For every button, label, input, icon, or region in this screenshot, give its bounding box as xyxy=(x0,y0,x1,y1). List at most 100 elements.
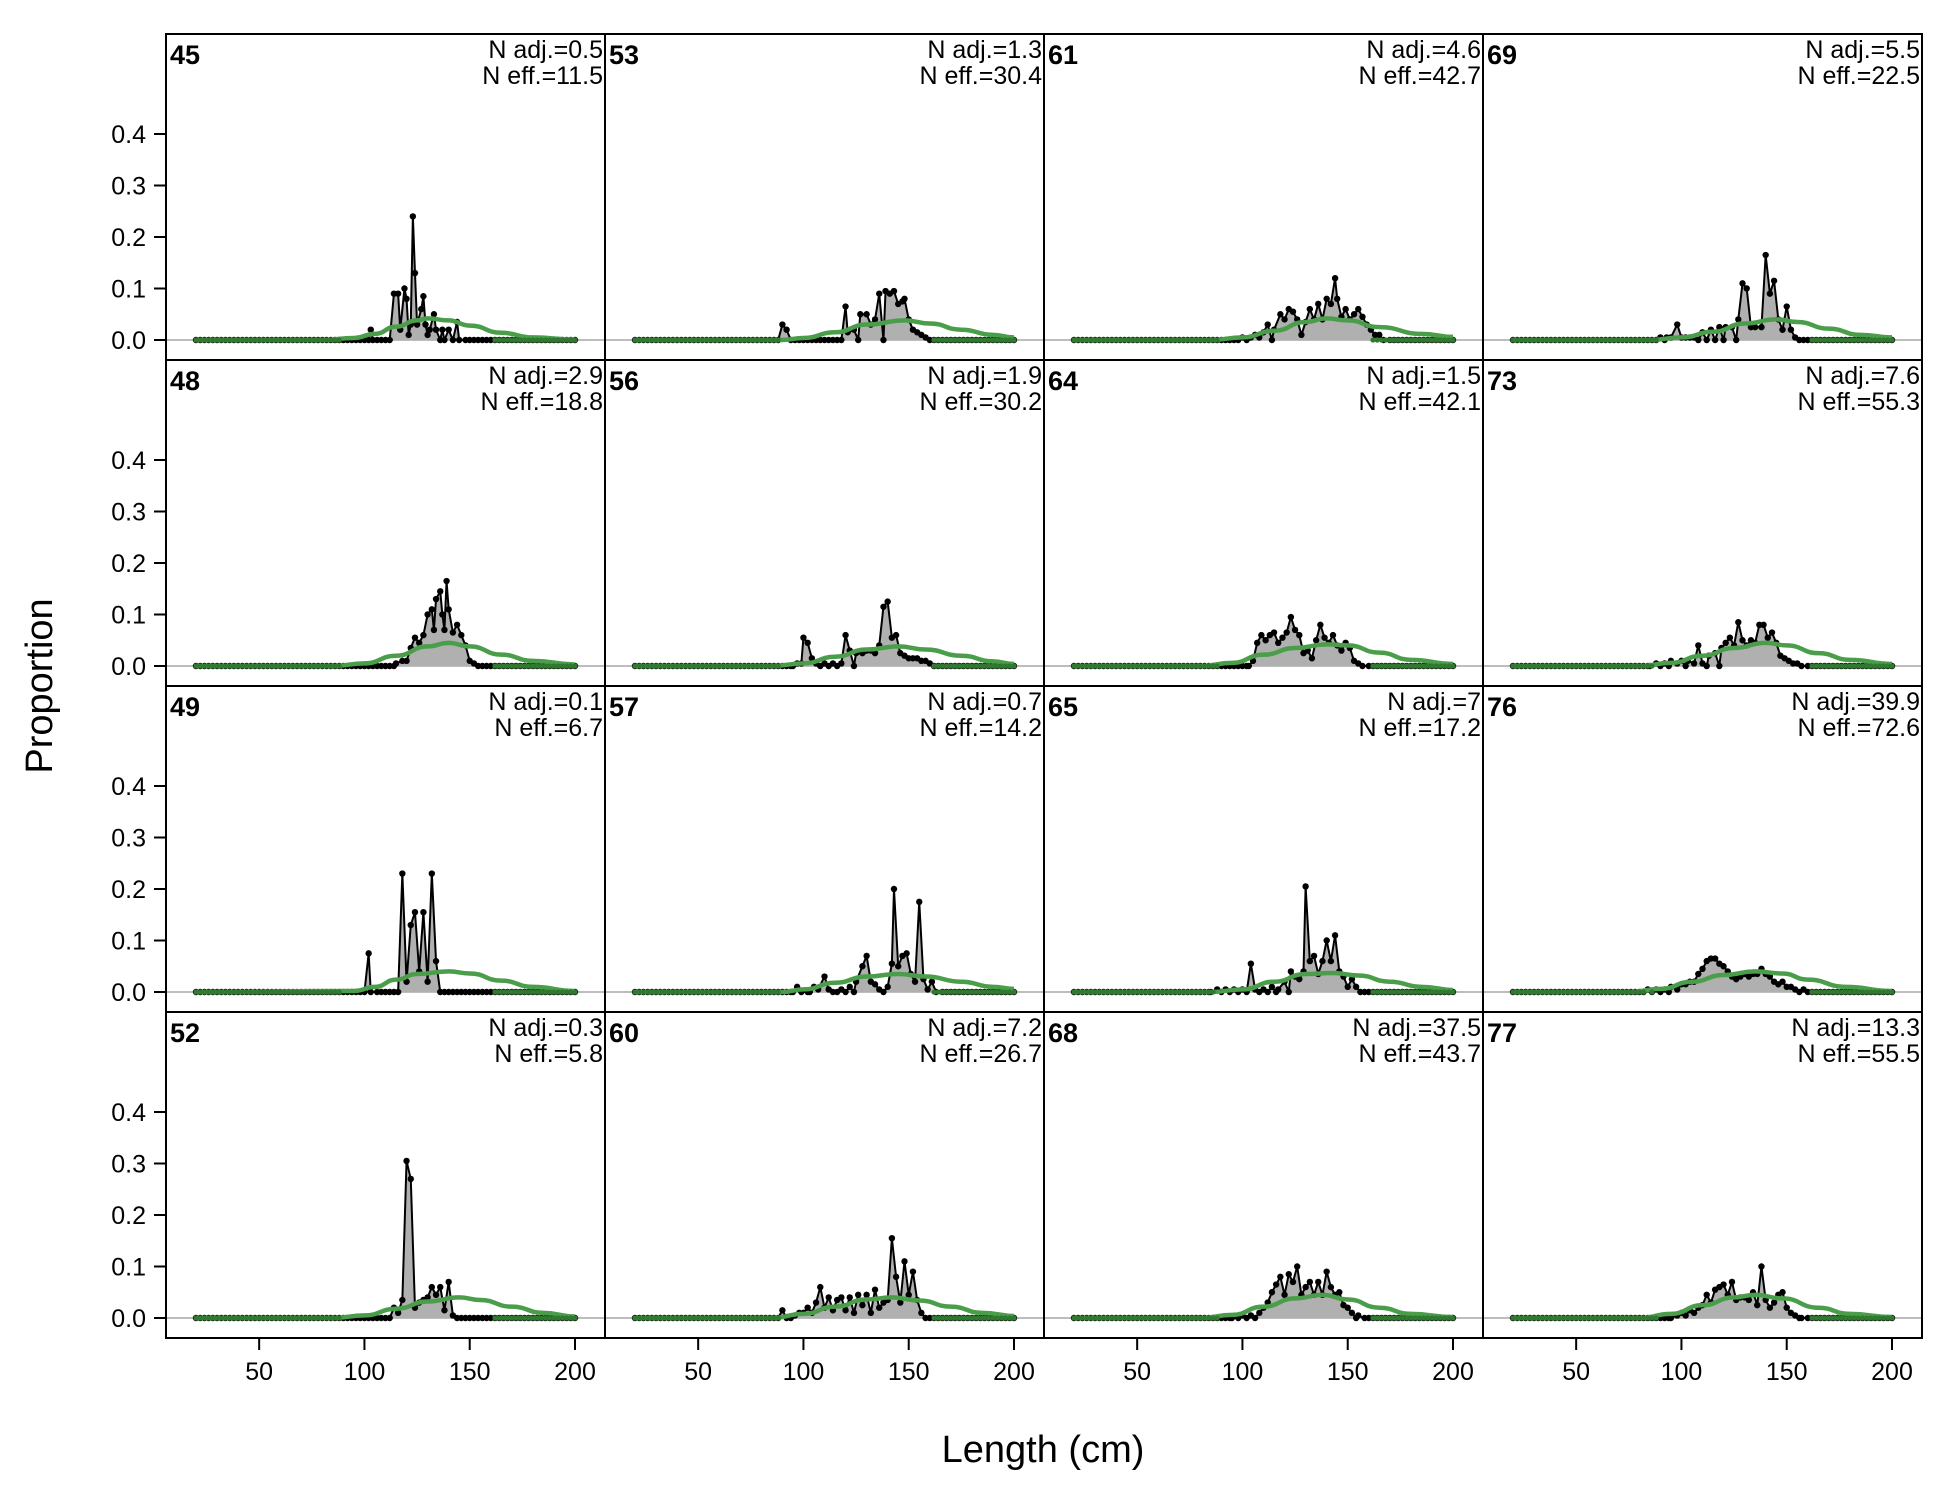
expected-point xyxy=(1556,663,1562,669)
observed-point xyxy=(1291,626,1299,634)
observed-line xyxy=(196,216,575,344)
expected-point xyxy=(1531,989,1537,995)
x-tick-label: 200 xyxy=(554,1358,596,1386)
expected-point xyxy=(682,1315,689,1321)
expected-point xyxy=(534,989,540,995)
observed-point xyxy=(880,988,887,996)
expected-point xyxy=(1653,337,1659,343)
expected-point xyxy=(1624,989,1630,995)
observed-point xyxy=(1766,290,1774,297)
expected-point xyxy=(1573,337,1579,343)
expected-point xyxy=(632,989,638,995)
expected-point xyxy=(1185,663,1191,669)
n-eff-label: N eff.=42.7 xyxy=(1358,62,1481,90)
expected-point xyxy=(538,989,544,995)
expected-point xyxy=(1868,1315,1874,1321)
observed-point xyxy=(426,326,433,333)
expected-point xyxy=(206,989,212,995)
panel-label: 60 xyxy=(609,1018,639,1048)
observed-point xyxy=(1355,1312,1362,1319)
observed-point xyxy=(890,287,898,295)
expected-point xyxy=(1011,337,1017,343)
expected-point xyxy=(1590,1315,1596,1321)
panel-label: 61 xyxy=(1048,40,1078,70)
observed-point xyxy=(1720,336,1727,344)
expected-point xyxy=(1855,989,1861,995)
expected-point xyxy=(1180,337,1187,343)
n-eff-label: N eff.=43.7 xyxy=(1358,1040,1481,1068)
n-adj-label: N adj.=7.2 xyxy=(927,1014,1042,1042)
expected-point xyxy=(332,1315,338,1321)
expected-point xyxy=(695,989,701,995)
expected-point xyxy=(640,989,647,995)
expected-point xyxy=(1180,663,1187,669)
expected-point xyxy=(1446,1315,1452,1321)
panel-64: 64 N adj.=1.5N eff.=42.1 xyxy=(1043,359,1484,687)
observed-point xyxy=(1333,295,1341,302)
expected-point xyxy=(1383,1315,1389,1321)
expected-point xyxy=(1395,989,1401,995)
expected-point xyxy=(1193,337,1199,343)
panel-label: 57 xyxy=(609,692,639,722)
expected-point xyxy=(534,1315,540,1321)
observed-point xyxy=(403,1157,410,1165)
observed-point xyxy=(812,1299,820,1306)
observed-point xyxy=(1376,331,1383,339)
observed-point xyxy=(441,336,448,344)
expected-point xyxy=(750,989,756,995)
expected-point xyxy=(332,989,338,995)
expected-point xyxy=(1847,989,1853,995)
y-tick-label: 0.0 xyxy=(111,979,146,1007)
observed-point xyxy=(1312,637,1320,644)
expected-point xyxy=(1201,663,1208,669)
observed-point xyxy=(1336,1289,1343,1296)
expected-point xyxy=(1172,337,1178,343)
expected-point xyxy=(653,337,659,343)
expected-point xyxy=(729,663,735,669)
observed-point xyxy=(1272,1281,1280,1288)
expected-point xyxy=(505,1315,511,1321)
expected-point xyxy=(1437,337,1443,343)
expected-point xyxy=(542,663,549,669)
observed-point xyxy=(1287,613,1295,621)
expected-point xyxy=(1830,337,1836,343)
expected-point xyxy=(517,1315,523,1321)
expected-point xyxy=(1590,989,1596,995)
expected-point xyxy=(572,663,578,669)
expected-point xyxy=(1586,1315,1592,1321)
expected-point xyxy=(542,989,549,995)
observed-point xyxy=(1306,957,1314,965)
expected-point xyxy=(307,663,313,669)
expected-point xyxy=(1079,337,1086,343)
expected-point xyxy=(725,337,731,343)
panel-53: 53 N adj.=1.3N eff.=30.4 xyxy=(604,33,1045,361)
panel-label: 45 xyxy=(170,40,200,70)
observed-point xyxy=(1726,634,1734,641)
expected-point xyxy=(1164,1315,1170,1321)
observed-point xyxy=(867,1309,875,1317)
expected-point xyxy=(555,337,561,343)
expected-point xyxy=(1071,663,1077,669)
observed-point xyxy=(1323,295,1330,302)
n-eff-label: N eff.=30.2 xyxy=(919,388,1042,416)
expected-point xyxy=(243,337,250,343)
expected-point xyxy=(269,1315,275,1321)
expected-point xyxy=(1117,663,1123,669)
observed-point xyxy=(1245,662,1252,670)
expected-point xyxy=(990,337,996,343)
expected-point xyxy=(1142,337,1149,343)
expected-point xyxy=(708,663,714,669)
expected-point xyxy=(214,989,220,995)
expected-point xyxy=(729,1315,735,1321)
expected-point xyxy=(1214,337,1220,343)
observed-point xyxy=(430,626,438,634)
expected-point xyxy=(691,663,697,669)
expected-point xyxy=(1565,1315,1571,1321)
expected-point xyxy=(758,663,764,669)
observed-point xyxy=(1344,1304,1351,1311)
expected-point xyxy=(1544,989,1550,995)
expected-point xyxy=(1416,989,1422,995)
expected-point xyxy=(315,1315,321,1321)
observed-point xyxy=(441,626,448,634)
expected-point xyxy=(661,337,668,343)
